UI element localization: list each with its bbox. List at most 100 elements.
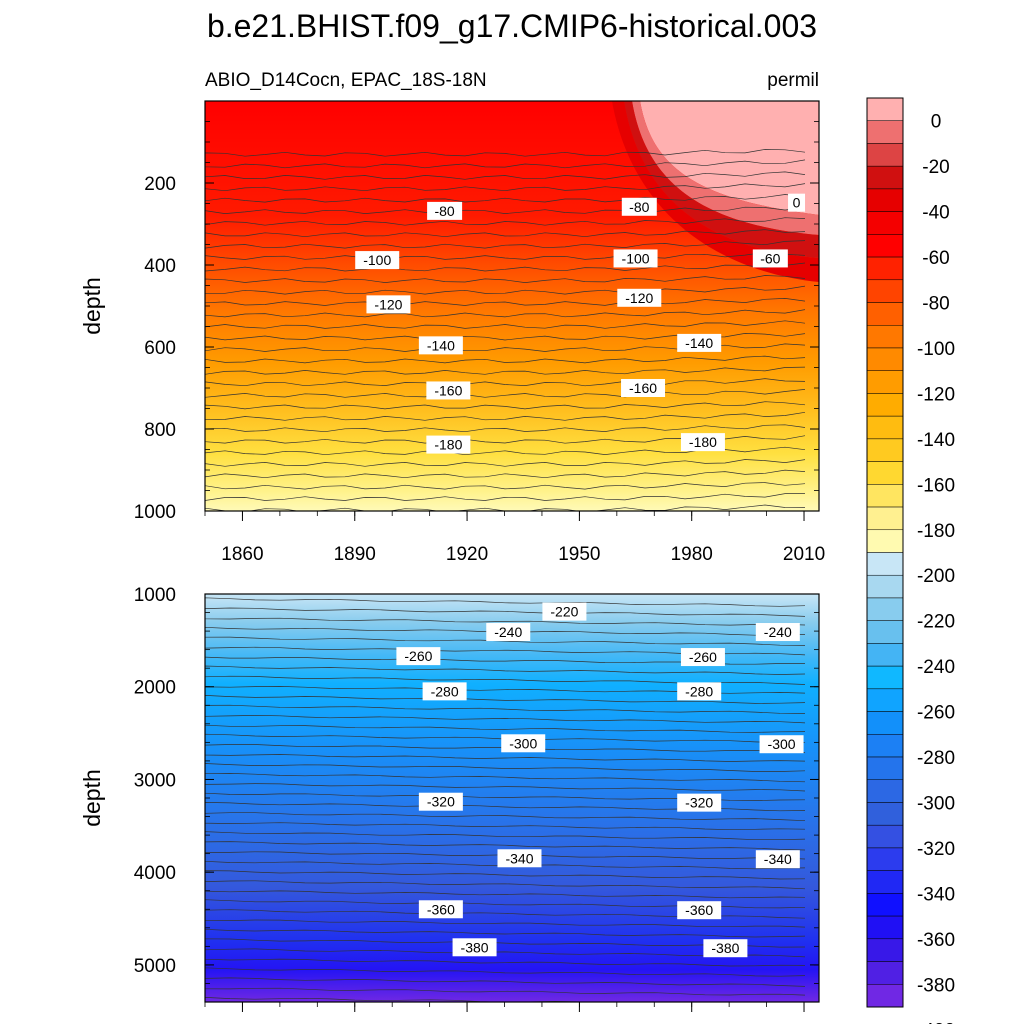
colorbar-label: -300 [917,793,955,814]
contour-line [205,229,806,238]
contour-label-bg [752,249,788,268]
left-subtitle: ABIO_D14Cocn, EPAC_18S-18N [205,70,487,91]
contour-label: -360 [427,901,455,917]
contour-label: 0 [793,195,801,211]
colorbar-box [866,870,904,894]
top-panel: 1860 1890 1920 1950 1980 2010 200 400 600 800 1000… [79,100,825,565]
x-tick-label: 2010 [783,544,825,565]
contour-line [205,285,806,295]
contour-line [205,880,806,890]
contour-label-bg [677,682,722,701]
contour-label-bg [755,623,800,642]
contour-line [205,275,806,283]
contour-line [205,597,806,607]
contour-line [205,194,806,203]
contour-label: -100 [622,250,650,266]
contour-label-bg [680,648,725,667]
colorbar-box [866,711,904,735]
contour-label-bg [426,435,471,454]
contour-line [205,504,806,511]
colorbar-box [866,370,904,394]
contour-label-bg [396,647,441,666]
surface-bomb-band-1 [632,101,819,235]
colorbar-box [866,984,904,1008]
y-tick-label: 4000 [134,863,176,884]
right-subtitle: permil [767,70,819,91]
colorbar-label: -340 [917,884,955,905]
contour-label-bg [418,792,463,811]
colorbar-box [866,552,904,576]
y-tick-label: 1000 [134,585,176,606]
colorbar: 0 -20 -40 -60 -80 -100 -120 -140 -160 -180 -200 -22… [866,97,955,1024]
colorbar-label: -200 [917,566,955,587]
colorbar-box [866,438,904,462]
colorbar-box [866,847,904,871]
contour-label-bg [501,734,546,753]
contour-line [205,424,806,433]
contour-line [205,366,806,375]
contour-line [205,715,806,724]
colorbar-box [866,961,904,985]
contour-label: -180 [689,434,717,450]
contour-label: -140 [427,337,455,353]
contour-label-bg [613,249,658,268]
contour-label-bg [542,602,587,621]
colorbar-label: 0 [931,112,942,133]
colorbar-label: -280 [917,748,955,769]
y-tick-label: 200 [144,174,176,195]
contour-label-bg [677,333,722,352]
contour-line [205,967,806,977]
colorbar-box [866,234,904,258]
contour-label-bg [452,938,497,957]
contour-line [205,860,806,870]
colorbar-label: -40 [922,203,949,224]
colorbar-label: -380 [917,975,955,996]
colorbar-box [866,302,904,326]
colorbar-box [866,347,904,371]
contour-line [205,320,806,329]
colorbar-box [866,120,904,144]
colorbar-label: -360 [917,930,955,951]
contour-label: -140 [685,335,713,351]
colorbar-box [866,802,904,826]
contour-line [205,831,806,841]
colorbar-box [866,529,904,553]
contour-label: -340 [764,851,792,867]
x-tick-label: 1860 [221,544,263,565]
contour-label: -320 [685,795,713,811]
contour-line [205,206,806,214]
colorbar-box [866,643,904,667]
colorbar-box [866,484,904,508]
contour-line [205,251,806,260]
contour-line [205,482,806,490]
contour-line [205,977,806,987]
contour-label: -240 [494,624,522,640]
contour-line [205,617,806,626]
contour-line [205,733,806,743]
contour-label-bg [788,193,806,212]
contour-line [205,262,806,272]
contour-line [205,928,806,938]
colorbar-box [866,461,904,485]
contour-label-bg [617,288,662,307]
contour-label-bg [418,336,463,355]
top-ylabel: depth [79,277,105,335]
contour-label-bg [677,793,722,812]
x-tick-label: 1950 [558,544,600,565]
colorbar-box [866,574,904,599]
y-tick-label: 2000 [134,678,176,699]
y-tick-label: 5000 [134,956,176,977]
contour-line [205,851,806,860]
colorbar-box [866,211,904,235]
contour-line [205,389,806,398]
colorbar-box [866,143,904,167]
contour-label-bg [621,379,666,397]
colorbar-label: -60 [922,248,949,269]
y-tick-label: 800 [144,420,176,441]
colorbar-box [866,620,904,644]
contour-label: -160 [434,382,462,398]
contour-label: -120 [374,296,402,312]
contour-label: -280 [685,683,713,699]
contour-line [205,890,806,899]
